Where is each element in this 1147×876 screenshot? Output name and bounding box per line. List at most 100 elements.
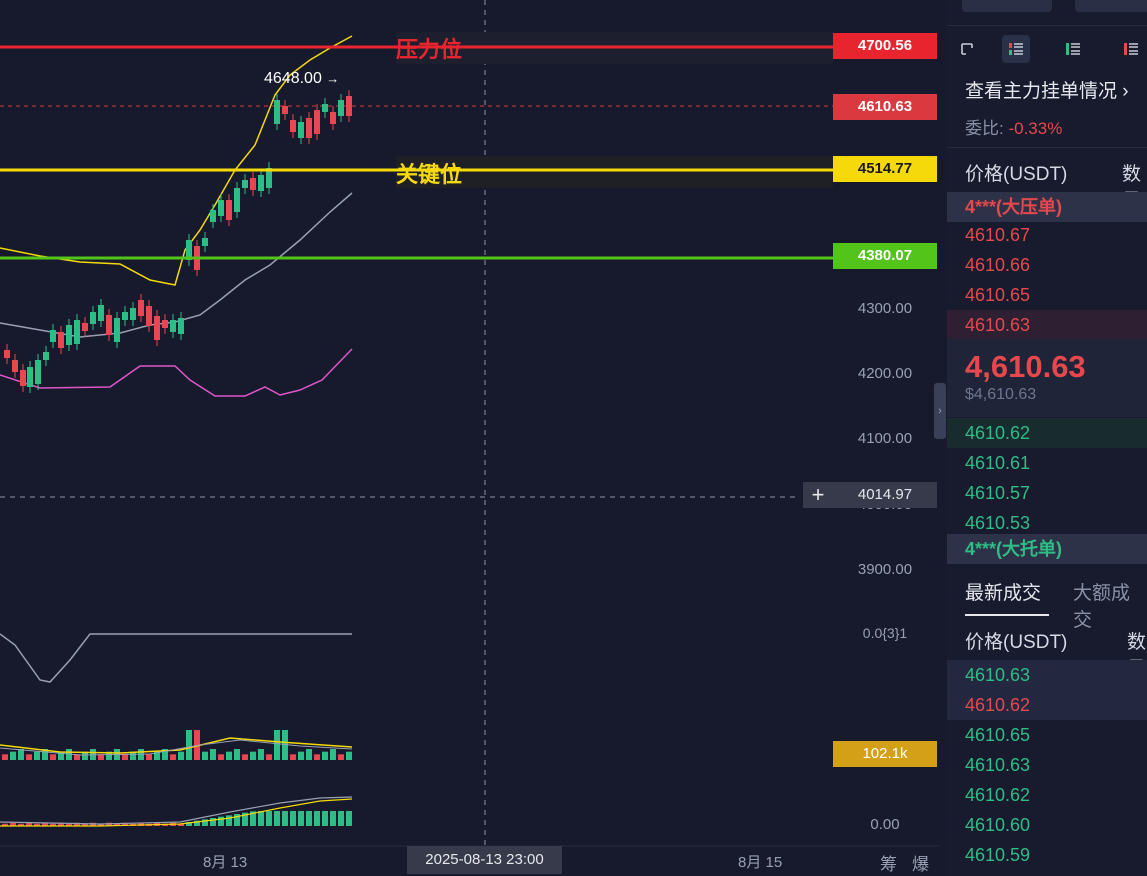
trades-header-price: 价格(USDT): [965, 632, 1068, 653]
volume-ma-line: [0, 737, 353, 754]
macd-bar: [34, 823, 40, 826]
volume-bar: [202, 751, 208, 760]
x-axis-label-13: 8月 13: [203, 854, 248, 871]
volume-bar: [298, 751, 304, 760]
candle: [186, 240, 192, 260]
candle: [122, 312, 128, 320]
candle: [12, 360, 18, 372]
pressure-line-label: 压力位: [396, 37, 463, 62]
volume-bar: [314, 754, 320, 760]
volume-tag: 102.1k: [833, 741, 937, 767]
volume-bar: [58, 751, 64, 760]
ask-row[interactable]: 4610.67: [965, 225, 1031, 245]
macd-bar: [82, 823, 88, 826]
tab-latest-trades[interactable]: 最新成交: [965, 583, 1042, 604]
bid-ask-ratio: 委比: -0.33%: [965, 119, 1063, 138]
trade-row: 4610.62: [947, 690, 1147, 720]
volume-bar: [226, 751, 232, 760]
volume-bar: [82, 751, 88, 760]
volume-bar: [242, 754, 248, 760]
candle: [90, 312, 96, 324]
bid-row[interactable]: 4610.62: [947, 418, 1147, 448]
volume-bar: [306, 749, 312, 760]
trade-row: 4610.59: [947, 840, 1147, 870]
candle: [234, 188, 240, 212]
volume-bar: [258, 749, 264, 760]
candle: [314, 110, 320, 134]
macd-bar: [242, 812, 248, 826]
orderbook-both-icon[interactable]: [1002, 35, 1030, 63]
trade-price: 4610.62: [965, 785, 1031, 805]
top-tab-b[interactable]: [1075, 0, 1147, 12]
candle: [266, 168, 272, 188]
boll-upper-band: [0, 35, 353, 286]
volume-bar: [274, 730, 280, 760]
macd-signal-line: [0, 798, 353, 827]
orderbook-title[interactable]: 查看主力挂单情况 ›: [965, 81, 1129, 102]
candle: [338, 100, 344, 116]
bid-row[interactable]: 4610.57: [965, 483, 1031, 503]
candle: [330, 112, 336, 124]
volume-bar: [146, 754, 152, 760]
top-tab-a[interactable]: [962, 0, 1052, 12]
y-axis-label: 3900.00: [857, 560, 913, 578]
macd-bar: [250, 811, 256, 826]
trade-price: 4610.62: [965, 695, 1031, 715]
ask-row[interactable]: 4610.63: [947, 310, 1147, 340]
crosshair-time-tag: 2025-08-13 23:00: [407, 846, 562, 874]
orderbook-bids-icon[interactable]: [1059, 35, 1087, 63]
crosshair-plus-icon[interactable]: +: [803, 482, 833, 508]
macd-bar: [42, 822, 48, 826]
volume-bar: [26, 754, 32, 760]
big-bid-row[interactable]: 4***(大托单): [947, 534, 1147, 564]
volume-bar: [74, 754, 80, 760]
ask-row[interactable]: 4610.65: [965, 285, 1031, 305]
chart-area[interactable]: 压力位 关键位 4648.00 → 4300.00 4200.00 4100.00 4…: [0, 0, 946, 876]
volume-bar: [194, 730, 200, 760]
macd-bar: [122, 822, 128, 826]
candle: [20, 370, 26, 386]
pressure-price-tag: 4700.56: [833, 33, 937, 59]
high-price-label: 4648.00 →: [264, 70, 340, 87]
volume-bar: [2, 754, 8, 760]
candle: [274, 100, 280, 124]
volume-bar: [154, 751, 160, 760]
macd-bar: [18, 823, 24, 826]
volume-bar: [18, 749, 24, 760]
orderbook-asks-icon[interactable]: [1117, 35, 1145, 63]
tab-large-trades[interactable]: 大额成交: [1073, 583, 1131, 631]
support-price-tag: 4380.07: [833, 243, 937, 269]
volume-bar: [338, 754, 344, 760]
ask-row[interactable]: 4610.66: [965, 255, 1031, 275]
candle: [346, 96, 352, 116]
layout-icon[interactable]: [953, 35, 981, 63]
key-zone: [396, 156, 833, 188]
macd-bar: [290, 811, 296, 826]
candle: [170, 320, 176, 332]
volume-bar: [178, 751, 184, 760]
liquidation-button[interactable]: 爆: [912, 855, 929, 874]
macd-bar: [114, 823, 120, 826]
trade-price: 4610.63: [965, 755, 1031, 775]
mid-price: 4,610.63: [965, 349, 1086, 384]
bid-row[interactable]: 4610.61: [965, 453, 1031, 473]
bid-row[interactable]: 4610.53: [965, 513, 1031, 533]
trade-row: 4610.60: [947, 810, 1147, 840]
macd-bar: [330, 811, 336, 826]
big-ask-row[interactable]: 4***(大压单): [947, 192, 1147, 222]
trade-row: 4610.62: [947, 780, 1147, 810]
chips-button[interactable]: 筹: [880, 855, 897, 874]
candle: [178, 318, 184, 334]
panel-collapse-handle[interactable]: ›: [934, 383, 946, 439]
indicator-line: [0, 633, 352, 683]
macd-bar: [338, 811, 344, 826]
crosshair-price-tag: 4014.97: [833, 482, 937, 508]
macd-line: [0, 796, 353, 825]
candle: [66, 325, 72, 345]
macd-bar: [226, 815, 232, 826]
candlestick-chart[interactable]: [0, 0, 940, 876]
macd-bar: [194, 820, 200, 826]
macd-bar: [314, 811, 320, 826]
volume-bar: [106, 751, 112, 760]
candle: [282, 106, 288, 114]
